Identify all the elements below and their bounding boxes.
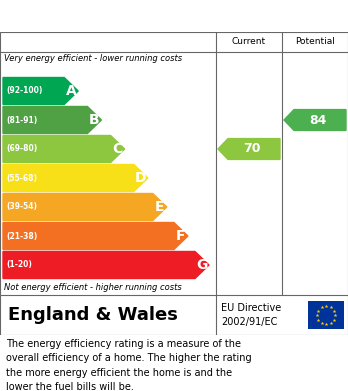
Polygon shape: [3, 194, 167, 221]
Text: (92-100): (92-100): [6, 86, 42, 95]
Polygon shape: [3, 77, 78, 104]
Text: (81-91): (81-91): [6, 115, 37, 124]
Text: Current: Current: [232, 38, 266, 47]
Polygon shape: [218, 138, 280, 160]
Text: (21-38): (21-38): [6, 231, 37, 240]
Text: Potential: Potential: [295, 38, 335, 47]
Text: (39-54): (39-54): [6, 203, 37, 212]
Text: EU Directive
2002/91/EC: EU Directive 2002/91/EC: [221, 303, 281, 326]
Text: 84: 84: [309, 113, 327, 127]
Text: The energy efficiency rating is a measure of the
overall efficiency of a home. T: The energy efficiency rating is a measur…: [6, 339, 252, 391]
Polygon shape: [284, 109, 346, 131]
Text: A: A: [66, 84, 77, 98]
Polygon shape: [3, 251, 209, 278]
Text: Not energy efficient - higher running costs: Not energy efficient - higher running co…: [4, 283, 182, 292]
Text: D: D: [135, 171, 147, 185]
Polygon shape: [3, 222, 188, 249]
Text: F: F: [176, 229, 186, 243]
Text: E: E: [155, 200, 165, 214]
Text: England & Wales: England & Wales: [8, 306, 178, 324]
Text: Energy Efficiency Rating: Energy Efficiency Rating: [9, 9, 230, 24]
Text: B: B: [89, 113, 100, 127]
Text: (55-68): (55-68): [6, 174, 37, 183]
Polygon shape: [3, 106, 101, 133]
Text: G: G: [196, 258, 208, 272]
Text: (69-80): (69-80): [6, 145, 37, 154]
Polygon shape: [3, 165, 148, 192]
Bar: [308, 301, 344, 329]
Text: (1-20): (1-20): [6, 260, 32, 269]
Polygon shape: [3, 136, 125, 163]
Text: 70: 70: [243, 142, 261, 156]
Text: Very energy efficient - lower running costs: Very energy efficient - lower running co…: [4, 54, 182, 63]
Text: C: C: [112, 142, 123, 156]
